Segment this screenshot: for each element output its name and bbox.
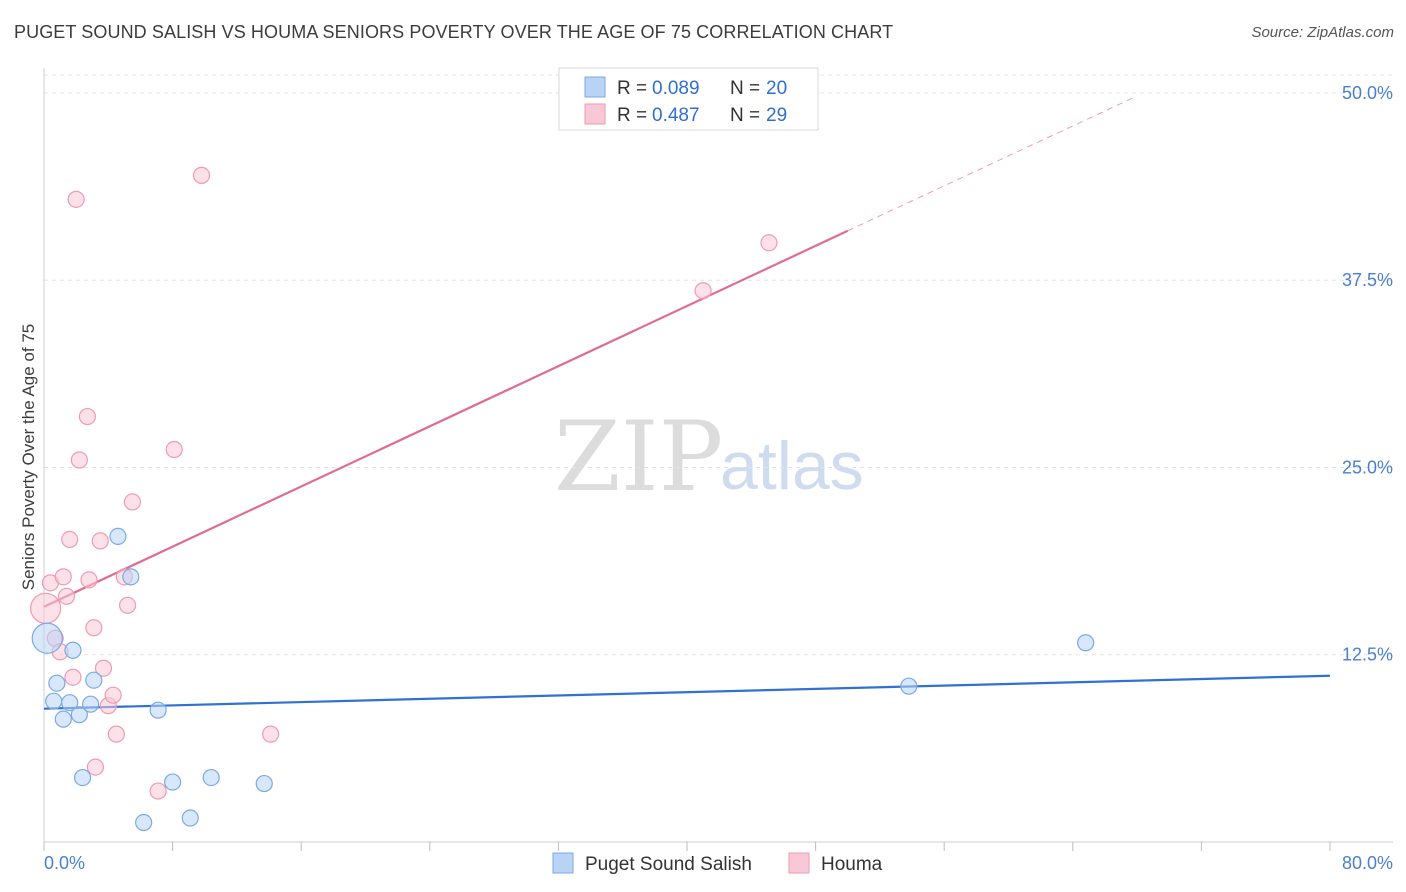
- houma-point: [70, 451, 88, 469]
- houma-point: [165, 440, 183, 459]
- salish-point: [54, 710, 72, 728]
- houma-point: [104, 686, 122, 704]
- y-tick-label: 12.5%: [1342, 645, 1393, 665]
- legend-r-value-salish: 0.089: [652, 78, 700, 99]
- y-tick-label: 37.5%: [1342, 270, 1393, 290]
- trend-line-salish: [43, 674, 1331, 710]
- series-legend-label-houma: Houma: [821, 854, 883, 875]
- houma-point: [694, 282, 712, 300]
- series-legend-swatch-salish: [552, 852, 574, 874]
- houma-point: [80, 571, 98, 589]
- legend-swatch-salish: [584, 76, 606, 98]
- houma-point: [57, 587, 76, 605]
- y-axis-label: Seniors Poverty Over the Age of 75: [19, 324, 38, 590]
- houma-point: [118, 596, 137, 614]
- salish-point: [202, 768, 220, 787]
- salish-point: [45, 692, 63, 710]
- salish-point: [181, 809, 199, 827]
- houma-point: [78, 407, 97, 426]
- salish-point: [73, 768, 92, 787]
- legend-swatch-houma: [584, 103, 606, 125]
- legend-r-label-houma: R =: [617, 105, 647, 126]
- chart-title: PUGET SOUND SALISH VS HOUMA SENIORS POVE…: [14, 22, 894, 42]
- x-tick-label-max: 80.0%: [1342, 853, 1393, 873]
- houma-point: [61, 530, 79, 548]
- watermark-zip: ZIP: [554, 401, 723, 513]
- legend-n-label-salish: N =: [730, 78, 760, 99]
- series-legend-swatch-houma: [788, 852, 810, 874]
- houma-point: [91, 532, 109, 550]
- salish-point: [70, 706, 88, 724]
- salish-point: [109, 527, 127, 545]
- trend-lines: [43, 95, 1331, 710]
- y-axis-tick-labels: 12.5% 25.0% 37.5% 50.0%: [1342, 83, 1393, 665]
- source-credit: Source: ZipAtlas.com: [1251, 24, 1394, 41]
- series-legend-label-salish: Puget Sound Salish: [585, 854, 752, 875]
- salish-point: [48, 674, 66, 692]
- salish-point: [64, 641, 82, 659]
- houma-point: [54, 568, 72, 586]
- salish-point: [255, 774, 273, 793]
- legend-n-value-salish: 20: [766, 78, 787, 99]
- series-legend: Puget Sound Salish Houma: [552, 852, 883, 875]
- salish-point: [85, 671, 103, 689]
- houma-point: [192, 166, 211, 184]
- legend-n-label-houma: N =: [730, 105, 760, 126]
- houma-point: [30, 592, 62, 624]
- watermark-atlas: atlas: [720, 428, 864, 504]
- y-tick-label: 25.0%: [1342, 457, 1393, 477]
- legend-r-value-houma: 0.487: [652, 105, 700, 126]
- houma-point: [64, 668, 82, 686]
- salish-point: [1077, 634, 1095, 652]
- salish-point: [61, 694, 79, 712]
- watermark: ZIP atlas: [554, 401, 864, 513]
- salish-point: [900, 677, 918, 695]
- salish-point: [82, 695, 100, 713]
- houma-point: [262, 725, 280, 743]
- salish-point: [164, 773, 182, 791]
- houma-point: [67, 190, 85, 208]
- y-tick-label: 50.0%: [1342, 83, 1393, 103]
- x-axis-ticks: [43, 842, 1331, 851]
- salish-point: [31, 622, 63, 654]
- houma-point: [149, 782, 167, 800]
- salish-point: [149, 701, 167, 719]
- houma-point: [760, 234, 778, 252]
- data-points: [30, 166, 1095, 832]
- gridlines: [44, 74, 1393, 656]
- trend-line-houma: [43, 229, 849, 608]
- houma-point: [123, 493, 142, 511]
- legend-n-value-houma: 29: [766, 105, 787, 126]
- houma-point: [94, 659, 113, 677]
- legend-r-label-salish: R =: [617, 78, 647, 99]
- trend-extension-houma: [847, 95, 1138, 232]
- houma-point: [85, 619, 103, 637]
- houma-point: [86, 758, 105, 776]
- houma-point: [107, 725, 125, 743]
- stats-legend: R = 0.089 N = 20 R = 0.487 N = 29: [558, 67, 819, 131]
- salish-point: [135, 813, 153, 832]
- x-tick-label-min: 0.0%: [44, 853, 85, 873]
- salish-point: [122, 568, 140, 586]
